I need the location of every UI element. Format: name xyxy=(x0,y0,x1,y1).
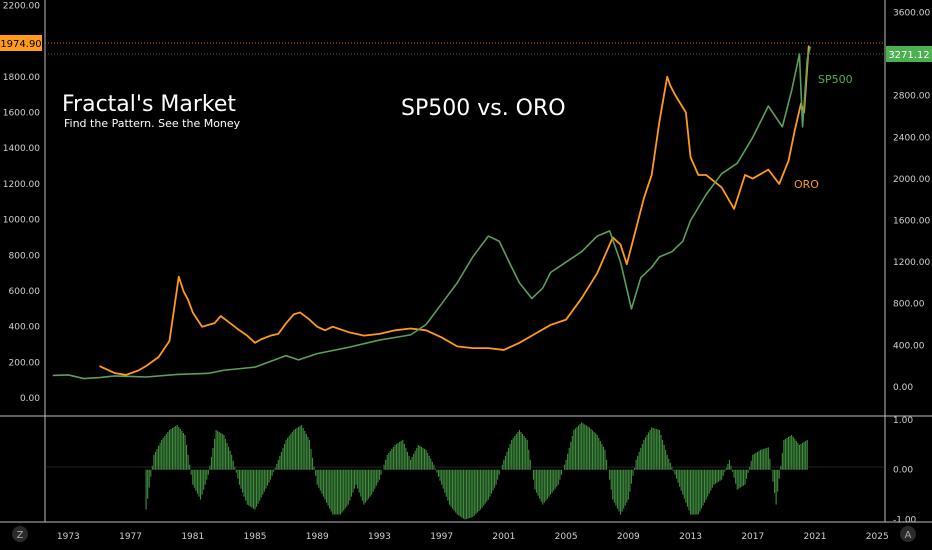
series-line-oro xyxy=(99,45,810,376)
brand-name: Fractal's Market xyxy=(62,92,236,117)
chart-title: SP500 vs. ORO xyxy=(401,96,566,121)
right-axis-tick: 1600.00 xyxy=(893,216,930,226)
time-axis-tick: 1977 xyxy=(119,532,142,542)
series-line-sp500 xyxy=(52,46,812,380)
time-axis-tick: 1989 xyxy=(306,532,329,542)
time-axis-tick: 1985 xyxy=(244,532,267,542)
oscillator-axis-tick: 1.00 xyxy=(893,416,913,426)
left-axis-tick: 1800.00 xyxy=(3,73,40,83)
oscillator-histogram xyxy=(145,422,808,520)
time-axis-tick: 2001 xyxy=(492,532,515,542)
left-axis-tick: 1000.00 xyxy=(3,216,40,226)
right-axis-tick: 1200.00 xyxy=(893,258,930,268)
left-axis-tick: 1400.00 xyxy=(3,144,40,154)
left-axis-tick: 800.00 xyxy=(9,251,41,261)
left-axis-tick: 200.00 xyxy=(9,358,41,368)
time-axis-tick: 2013 xyxy=(679,532,702,542)
time-axis-tick: 2009 xyxy=(617,532,640,542)
right-axis-tick: 2800.00 xyxy=(893,92,930,102)
time-axis-tick: 2005 xyxy=(555,532,578,542)
time-axis-tick: 1973 xyxy=(57,532,80,542)
zoom-button-label: Z xyxy=(17,530,24,541)
right-axis-tick: 2000.00 xyxy=(893,175,930,185)
right-axis-tick: 2400.00 xyxy=(893,133,930,143)
right-axis-tick: 0.00 xyxy=(893,383,913,393)
brand-tagline: Find the Pattern. See the Money xyxy=(64,117,241,130)
sp500-last-value-badge xyxy=(886,46,932,62)
left-axis-tick: 0.00 xyxy=(20,394,40,404)
oscillator-axis-tick: 0.00 xyxy=(893,466,913,476)
auto-scale-button-label: A xyxy=(905,530,912,541)
left-axis-tick: 2200.00 xyxy=(3,1,40,11)
auto-scale-button[interactable] xyxy=(900,526,916,542)
left-axis-tick: 600.00 xyxy=(9,287,41,297)
series-layer xyxy=(52,45,812,380)
right-axis-tick: 3600.00 xyxy=(893,8,930,18)
right-axis-tick: 800.00 xyxy=(893,300,925,310)
left-axis-tick: 400.00 xyxy=(9,323,41,333)
zoom-button[interactable] xyxy=(12,526,28,542)
series-label-sp500: SP500 xyxy=(818,73,853,86)
right-axis-tick: 400.00 xyxy=(893,341,925,351)
sp500-last-value: 3271.12 xyxy=(888,50,929,61)
oscillator-axis-ticks: 1.00 0.00 -1.00 xyxy=(893,416,917,526)
time-axis-tick: 2021 xyxy=(804,532,827,542)
time-axis-tick: 1993 xyxy=(368,532,391,542)
time-axis-tick: 2025 xyxy=(866,532,889,542)
oro-last-value-badge xyxy=(0,35,42,51)
oscillator-axis-tick: -1.00 xyxy=(893,516,917,526)
time-axis-tick: 2017 xyxy=(741,532,764,542)
time-axis-ticks: 1973 1977 1981 1985 1989 1993 1997 2001 2005 2009… xyxy=(57,532,889,542)
time-axis-tick: 1981 xyxy=(181,532,204,542)
series-label-oro: ORO xyxy=(794,178,819,191)
oro-last-value: 1974.90 xyxy=(0,39,41,50)
left-axis-tick: 1600.00 xyxy=(3,108,40,118)
time-axis-tick: 1997 xyxy=(430,532,453,542)
left-axis-tick: 1200.00 xyxy=(3,180,40,190)
